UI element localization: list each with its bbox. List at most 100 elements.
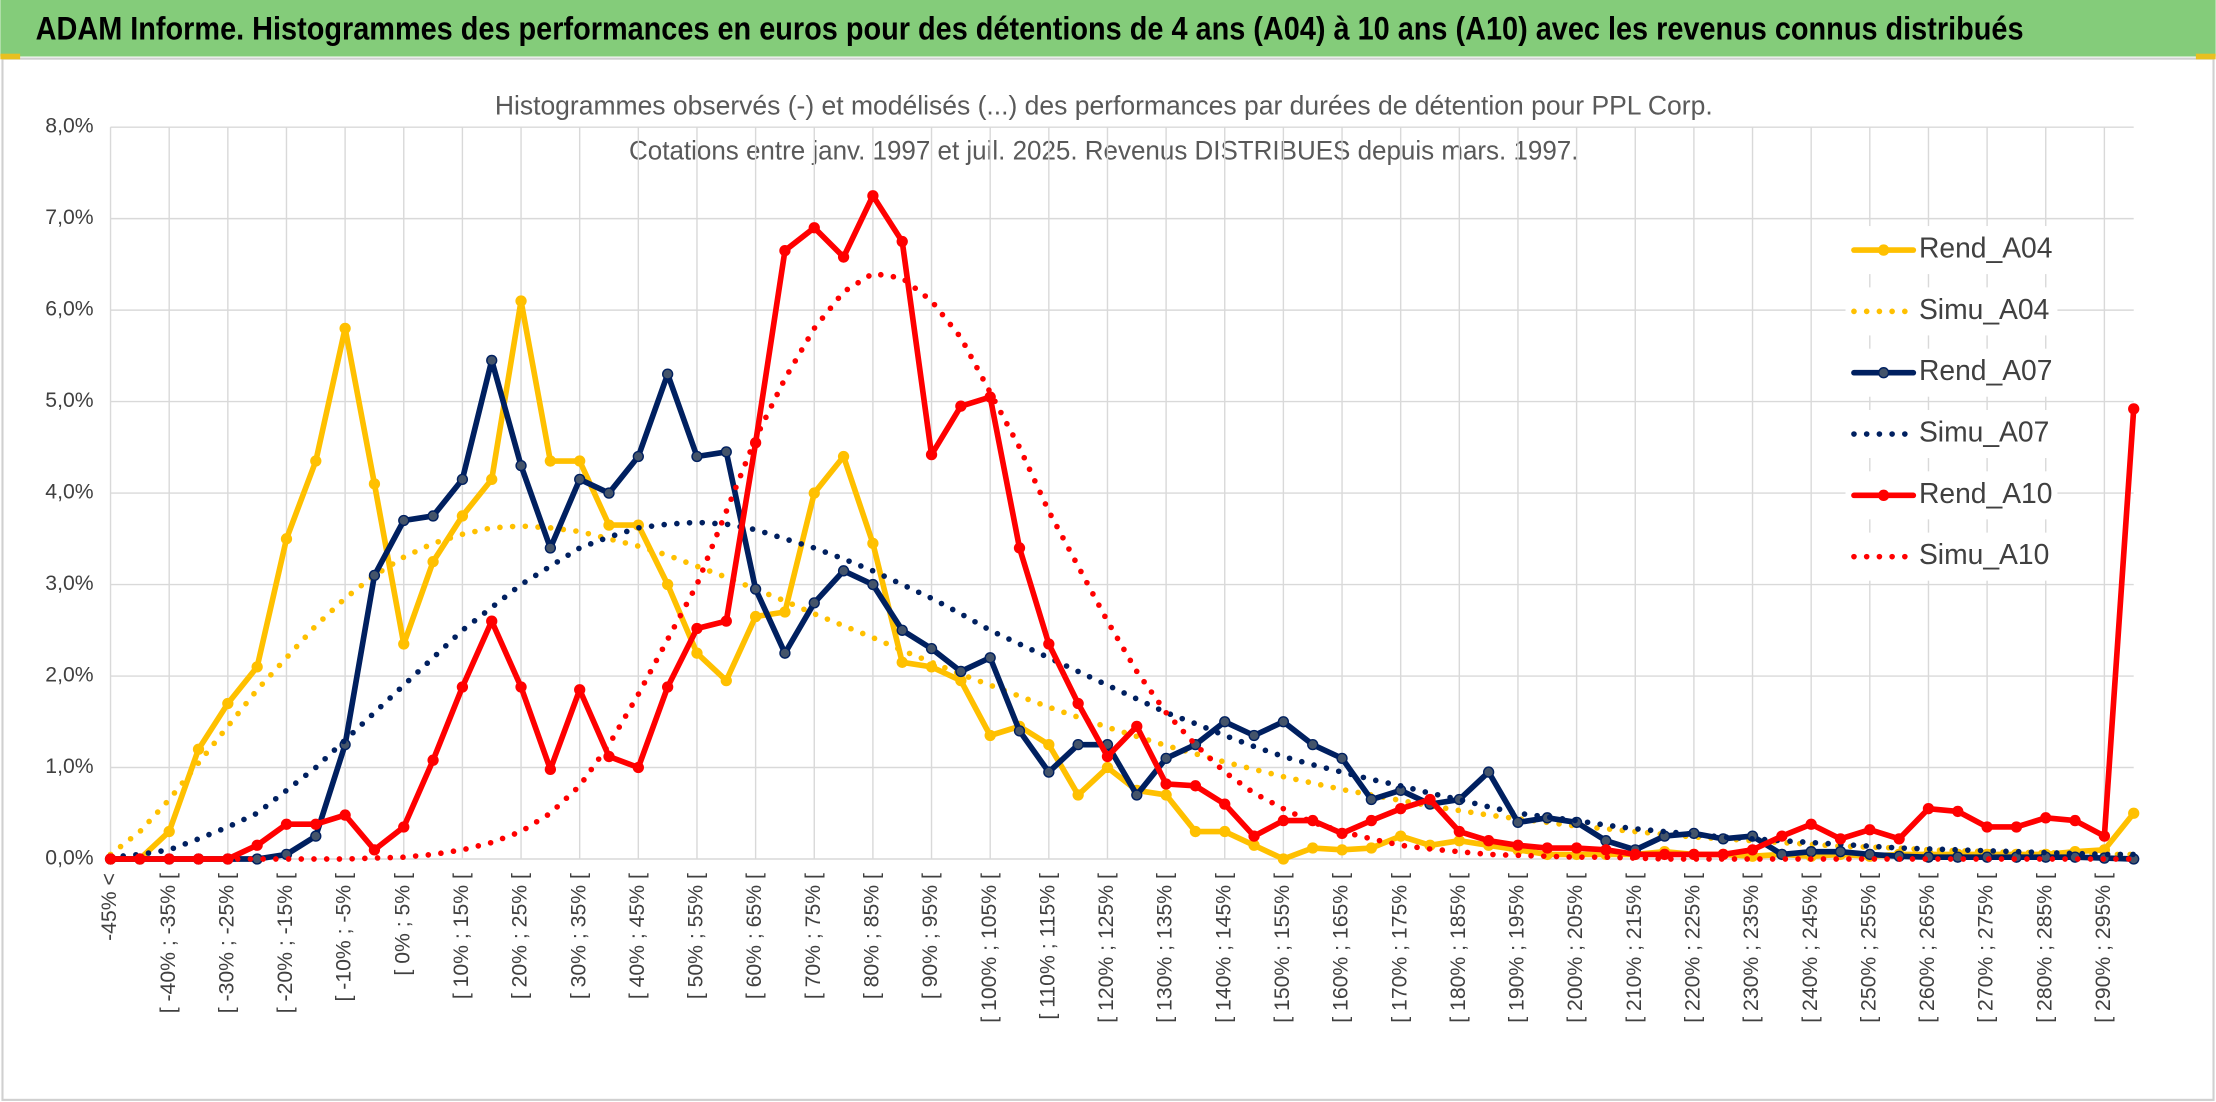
x-tick-label: [ 120% ; 125% [ xyxy=(1095,873,1118,1023)
legend-label: Rend_A07 xyxy=(1919,354,2053,386)
x-tick-label: [ 280% ; 285% [ xyxy=(2033,873,2056,1023)
data-point xyxy=(2128,807,2140,819)
data-point xyxy=(1072,697,1084,710)
x-tick-label: [ -40% ; -35% [ xyxy=(157,873,180,1013)
x-tick-label: [ -20% ; -15% [ xyxy=(274,873,297,1013)
data-point xyxy=(1600,844,1612,856)
data-point xyxy=(1453,835,1465,847)
data-point xyxy=(2040,812,2052,824)
data-point xyxy=(1365,793,1378,806)
data-point xyxy=(925,449,938,461)
data-point xyxy=(574,684,586,696)
data-point xyxy=(2128,403,2140,415)
data-point xyxy=(2069,814,2081,827)
header-bar xyxy=(0,0,2216,57)
data-point xyxy=(1570,842,1583,854)
chart-subtitle: Cotations entre janv. 1997 et juil. 2025… xyxy=(629,136,1578,166)
data-point xyxy=(456,681,469,693)
x-tick-label: [ 40% ; 45% [ xyxy=(626,873,649,999)
data-point xyxy=(1746,844,1759,856)
x-tick-label: [ 70% ; 75% [ xyxy=(802,873,825,999)
legend: Rend_A04 Simu_A04 Rend_A07 Simu_A07 Rend_A10… xyxy=(1845,226,2058,581)
data-point xyxy=(1248,839,1260,851)
data-point xyxy=(1952,805,1964,818)
y-tick-label: 7,0% xyxy=(45,206,93,229)
data-point xyxy=(368,478,381,490)
data-point xyxy=(691,450,703,463)
data-point xyxy=(280,818,293,830)
data-point xyxy=(1072,789,1084,801)
data-point xyxy=(456,473,469,486)
data-point xyxy=(661,368,674,380)
data-point xyxy=(163,825,175,838)
data-point xyxy=(1834,846,1847,858)
data-point xyxy=(1365,814,1378,827)
data-point xyxy=(896,235,908,248)
legend-label: Simu_A10 xyxy=(1919,538,2049,570)
data-point xyxy=(1805,818,1817,830)
data-point xyxy=(1043,766,1055,778)
x-tick-label: [ -10% ; -5% [ xyxy=(333,873,356,1001)
data-point xyxy=(661,578,674,591)
y-tick-label: 4,0% xyxy=(45,481,93,504)
data-point xyxy=(1482,835,1495,847)
x-tick-label: [ 240% ; 245% [ xyxy=(1799,873,1822,1023)
data-point xyxy=(1395,830,1407,842)
data-point xyxy=(925,642,938,655)
data-point xyxy=(486,473,498,486)
x-tick-label: [ 110% ; 115% [ xyxy=(1036,873,1059,1020)
y-tick-label: 0,0% xyxy=(45,847,93,870)
legend-marker xyxy=(1877,244,1890,256)
legend-label: Rend_A10 xyxy=(1919,477,2053,509)
data-point xyxy=(1512,816,1524,829)
data-point xyxy=(574,455,586,467)
grid: -45% < [ -40% ; -35% [[ -30% ; -25% [[ -2… xyxy=(45,115,2134,1023)
plot-area xyxy=(104,190,2140,865)
observed-line xyxy=(107,192,2137,862)
data-point xyxy=(486,615,498,627)
y-tick-label: 1,0% xyxy=(45,755,93,778)
data-point xyxy=(1189,780,1202,792)
data-point xyxy=(427,556,439,568)
model-line xyxy=(107,519,2137,860)
data-point xyxy=(1248,830,1260,842)
data-point xyxy=(808,597,820,609)
data-point xyxy=(896,624,908,636)
data-point xyxy=(779,245,791,257)
data-point xyxy=(339,322,351,335)
x-tick-label: [ 200% ; 205% [ xyxy=(1564,873,1587,1023)
model-line xyxy=(107,523,2137,858)
x-tick-label: [ 260% ; 265% [ xyxy=(1916,873,1939,1023)
observed-line xyxy=(107,357,2137,862)
data-point xyxy=(1805,846,1817,858)
x-tick-label: [ 80% ; 85% [ xyxy=(860,873,883,999)
y-tick-label: 3,0% xyxy=(45,572,93,595)
data-point xyxy=(1277,814,1290,827)
data-point xyxy=(251,661,263,673)
data-point xyxy=(515,295,527,307)
data-point xyxy=(632,761,644,774)
x-tick-label: [ 50% ; 55% [ xyxy=(685,873,708,999)
data-point xyxy=(222,697,234,710)
model-line xyxy=(107,270,2137,862)
data-point xyxy=(720,674,732,687)
data-point xyxy=(1834,833,1847,845)
data-point xyxy=(867,537,879,550)
data-point xyxy=(1600,835,1612,847)
data-point xyxy=(1101,750,1114,763)
data-point xyxy=(251,839,263,851)
data-point xyxy=(955,400,967,412)
data-point xyxy=(1365,842,1378,854)
data-point xyxy=(984,729,996,742)
data-point xyxy=(896,656,908,668)
data-point xyxy=(603,519,615,531)
data-point xyxy=(837,251,850,263)
data-point xyxy=(310,455,322,467)
x-tick-label: [ 130% ; 135% [ xyxy=(1154,873,1177,1023)
data-point xyxy=(1160,752,1172,765)
data-point xyxy=(456,510,469,522)
data-point xyxy=(603,750,615,763)
y-tick-label: 8,0% xyxy=(45,115,93,138)
